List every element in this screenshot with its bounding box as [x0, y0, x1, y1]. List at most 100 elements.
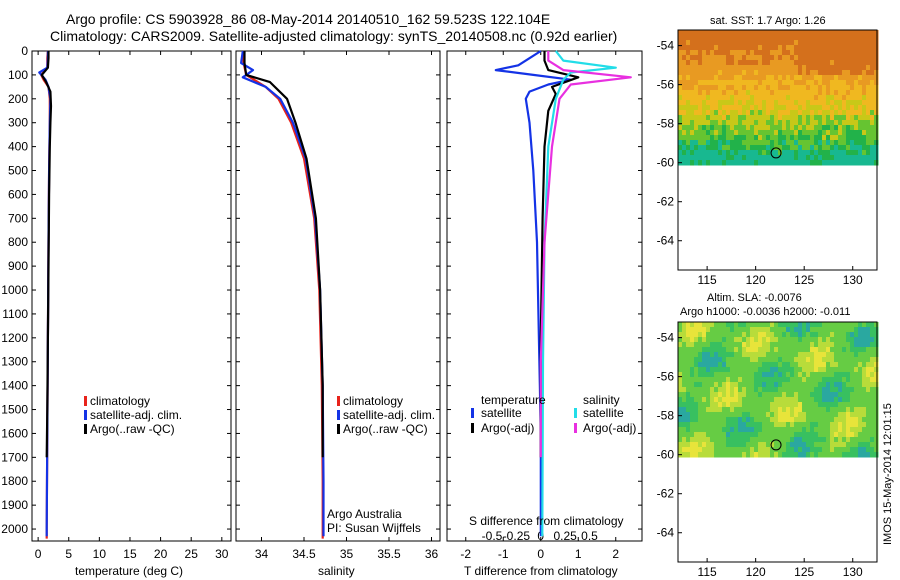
map-cell — [710, 362, 715, 368]
map-cell — [838, 422, 843, 428]
map-cell — [858, 422, 863, 428]
map-cell — [698, 135, 703, 141]
map-cell — [866, 422, 871, 428]
map-cell — [810, 392, 815, 398]
map-cell — [846, 65, 851, 71]
map-cell — [814, 45, 819, 51]
map-cell — [718, 55, 723, 61]
map-cell — [774, 412, 779, 418]
map-cell — [862, 437, 867, 443]
map-cell — [822, 115, 827, 121]
map-cell — [794, 332, 799, 338]
map-cell — [826, 332, 831, 338]
map-cell — [778, 140, 783, 146]
map-cell — [682, 150, 687, 156]
map-cell — [686, 55, 691, 61]
map-cell — [686, 60, 691, 66]
map-cell — [778, 85, 783, 91]
x-tick-label: 34 — [255, 547, 269, 561]
map-cell — [774, 407, 779, 413]
map-cell — [838, 432, 843, 438]
map-cell — [830, 145, 835, 151]
map-cell — [818, 432, 823, 438]
map-cell — [818, 160, 823, 166]
map-cell — [806, 327, 811, 333]
map-cell — [834, 397, 839, 403]
map-cell — [838, 95, 843, 101]
map-cell — [770, 407, 775, 413]
map-cell — [766, 362, 771, 368]
map-cell — [682, 50, 687, 56]
map-cell — [678, 332, 683, 338]
map-cell — [686, 105, 691, 111]
map-cell — [874, 90, 879, 96]
map-cell — [854, 347, 859, 353]
map-cell — [814, 442, 819, 448]
map-cell — [682, 367, 687, 373]
map-cell — [826, 417, 831, 423]
map-cell — [702, 442, 707, 448]
map-cell — [842, 115, 847, 121]
map-cell — [738, 140, 743, 146]
map-cell — [794, 377, 799, 383]
map-cell — [790, 437, 795, 443]
map-cell — [794, 35, 799, 41]
map-cell — [786, 70, 791, 76]
map-cell — [810, 55, 815, 61]
map-cell — [870, 30, 875, 36]
map-cell — [702, 382, 707, 388]
map-cell — [742, 120, 747, 126]
map-cell — [686, 45, 691, 51]
map-cell — [762, 327, 767, 333]
map-cell — [710, 80, 715, 86]
map-cell — [734, 120, 739, 126]
map-cell — [874, 30, 879, 36]
map-cell — [738, 357, 743, 363]
map-cell — [758, 327, 763, 333]
map-cell — [714, 160, 719, 166]
map-cell — [734, 397, 739, 403]
map-cell — [730, 75, 735, 81]
map-cell — [754, 130, 759, 136]
map-cell — [738, 387, 743, 393]
map-cell — [854, 407, 859, 413]
map-cell — [754, 135, 759, 141]
map-cell — [690, 145, 695, 151]
map-cell — [814, 110, 819, 116]
map-cell — [746, 362, 751, 368]
map-cell — [806, 155, 811, 161]
map-cell — [754, 382, 759, 388]
map-cell — [698, 45, 703, 51]
map-cell — [750, 65, 755, 71]
map-cell — [874, 362, 879, 368]
map-cell — [858, 367, 863, 373]
depth-tick-label: 400 — [8, 140, 28, 154]
map-cell — [734, 412, 739, 418]
map-cell — [858, 140, 863, 146]
map-cell — [710, 75, 715, 81]
map-cell — [866, 60, 871, 66]
map-cell — [830, 422, 835, 428]
map-cell — [766, 100, 771, 106]
map-cell — [806, 110, 811, 116]
map-cell — [862, 407, 867, 413]
map-cell — [786, 372, 791, 378]
map-cell — [818, 332, 823, 338]
map-cell — [698, 145, 703, 151]
map-cell — [762, 412, 767, 418]
map-cell — [722, 332, 727, 338]
map-cell — [722, 70, 727, 76]
map-cell — [846, 332, 851, 338]
map-cell — [838, 442, 843, 448]
map-cell — [818, 110, 823, 116]
map-cell — [826, 100, 831, 106]
map-cell — [830, 402, 835, 408]
map-cell — [786, 45, 791, 51]
map-cell — [818, 377, 823, 383]
map-cell — [738, 402, 743, 408]
map-cell — [706, 392, 711, 398]
map-cell — [710, 447, 715, 453]
map-cell — [778, 40, 783, 46]
map-cell — [814, 160, 819, 166]
map-cell — [738, 40, 743, 46]
